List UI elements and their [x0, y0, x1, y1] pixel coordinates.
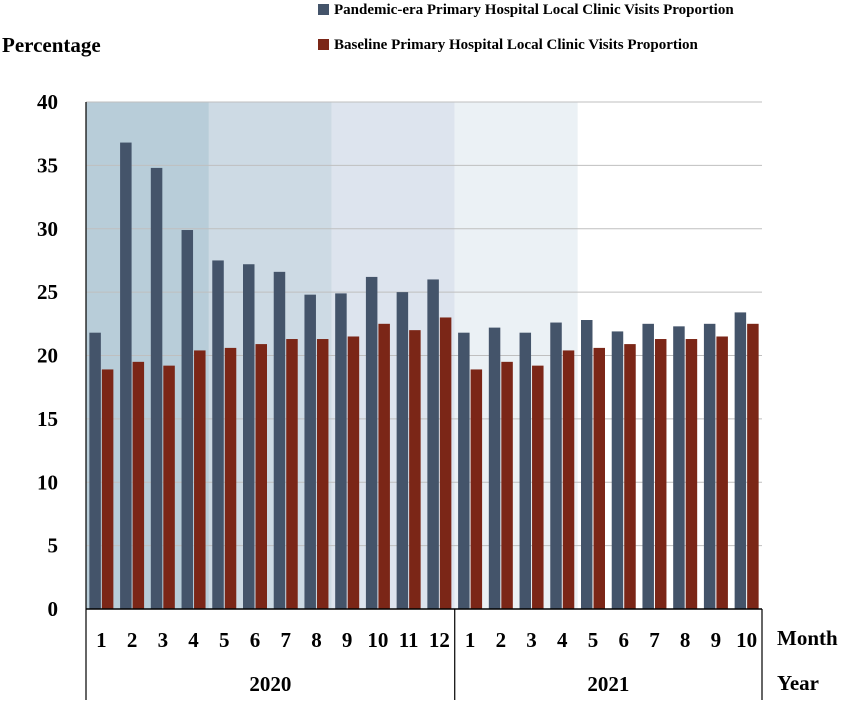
x-tick-label: 6 [250, 628, 261, 652]
bars [89, 142, 759, 609]
x-tick-label: 7 [280, 628, 291, 652]
x-tick-label: 3 [526, 628, 537, 652]
bar-pandemic-8 [304, 294, 316, 609]
x-tick-label: 2 [496, 628, 507, 652]
bar-baseline-18 [624, 344, 636, 609]
bar-pandemic-12 [427, 279, 439, 609]
bar-baseline-12 [439, 317, 452, 609]
bar-pandemic-20 [673, 326, 685, 609]
bar-baseline-5 [224, 347, 237, 609]
bar-baseline-17 [593, 347, 605, 609]
bar-baseline-8 [316, 339, 329, 609]
bar-pandemic-18 [611, 331, 624, 609]
y-tick-label: 5 [48, 534, 59, 558]
x-tick-label: 1 [96, 628, 107, 652]
bar-baseline-4 [194, 350, 206, 609]
bar-pandemic-5 [212, 260, 224, 609]
bar-baseline-15 [532, 365, 544, 609]
x-tick-label: 11 [399, 628, 419, 652]
x-tick-label: 9 [711, 628, 722, 652]
bar-baseline-2 [132, 361, 145, 609]
bar-baseline-19 [654, 339, 667, 609]
bar-baseline-10 [378, 323, 390, 609]
x-tick-label: 10 [367, 628, 388, 652]
bar-pandemic-9 [335, 293, 347, 609]
x-tick-label: 5 [219, 628, 230, 652]
bar-baseline-7 [286, 339, 298, 609]
bar-baseline-3 [163, 365, 175, 609]
legend-item-baseline: Baseline Primary Hospital Local Clinic V… [318, 37, 698, 54]
x-group-labels: 2020 2021 [249, 672, 629, 696]
legend-swatch-baseline [318, 39, 329, 50]
x-group-label-2021: 2021 [587, 672, 629, 696]
bar-baseline-9 [347, 336, 360, 609]
legend-label-pandemic: Pandemic-era Primary Hospital Local Clin… [334, 2, 734, 18]
bar-pandemic-4 [181, 230, 194, 609]
bar-pandemic-7 [273, 271, 286, 609]
x-tick-label: 1 [465, 628, 476, 652]
x-axis-label-year: Year [777, 671, 819, 695]
bar-pandemic-3 [150, 167, 163, 609]
x-axis-label-month: Month [777, 626, 838, 650]
x-tick-label: 9 [342, 628, 353, 652]
legend-swatch-pandemic [318, 4, 329, 15]
bar-pandemic-2 [120, 142, 132, 609]
x-tick-label: 2 [127, 628, 138, 652]
bar-pandemic-10 [365, 276, 378, 609]
bar-baseline-14 [501, 361, 513, 609]
bar-baseline-6 [255, 344, 267, 609]
y-tick-label: 30 [37, 217, 58, 241]
y-tick-label: 20 [37, 344, 58, 368]
legend-label-baseline: Baseline Primary Hospital Local Clinic V… [334, 37, 698, 53]
bar-baseline-21 [716, 336, 728, 609]
legend-item-pandemic: Pandemic-era Primary Hospital Local Clin… [318, 2, 734, 19]
x-tick-label: 7 [649, 628, 660, 652]
x-tick-label: 10 [736, 628, 757, 652]
bar-baseline-13 [470, 369, 483, 609]
bar-baseline-11 [409, 330, 421, 609]
bar-pandemic-13 [458, 332, 470, 609]
y-axis-label: Percentage [2, 33, 101, 57]
axes [85, 102, 763, 700]
bar-pandemic-6 [243, 264, 255, 609]
x-tick-label: 3 [158, 628, 169, 652]
x-group-label-2020: 2020 [249, 672, 291, 696]
x-tick-label: 12 [429, 628, 450, 652]
x-tick-label: 8 [311, 628, 322, 652]
x-tick-label: 5 [588, 628, 599, 652]
bar-baseline-22 [747, 323, 759, 609]
bar-pandemic-16 [550, 322, 562, 609]
y-tick-label: 10 [37, 470, 58, 494]
bar-pandemic-14 [488, 327, 501, 609]
y-tick-label: 25 [37, 280, 58, 304]
bar-baseline-16 [562, 350, 575, 609]
y-tick-labels: 0 5 10 15 20 25 30 35 40 [37, 90, 58, 621]
bar-pandemic-21 [703, 323, 716, 609]
bar-pandemic-19 [642, 323, 654, 609]
bar-pandemic-17 [581, 320, 593, 609]
x-tick-label: 4 [188, 628, 199, 652]
bar-pandemic-1 [89, 332, 101, 609]
y-tick-label: 15 [37, 407, 58, 431]
x-category-labels: 1 2 3 4 5 6 7 8 9 10 11 12 1 2 3 4 5 6 7 8 9 10 [96, 628, 757, 652]
bar-pandemic-15 [519, 332, 532, 609]
bar-baseline-20 [685, 339, 698, 609]
bar-pandemic-22 [734, 312, 747, 609]
bar-baseline-1 [101, 369, 114, 609]
y-tick-label: 35 [37, 153, 58, 177]
y-tick-label: 40 [37, 90, 58, 114]
y-tick-label: 0 [48, 597, 59, 621]
x-tick-label: 6 [618, 628, 629, 652]
bar-pandemic-11 [396, 292, 409, 609]
x-tick-label: 8 [680, 628, 691, 652]
x-tick-label: 4 [557, 628, 568, 652]
